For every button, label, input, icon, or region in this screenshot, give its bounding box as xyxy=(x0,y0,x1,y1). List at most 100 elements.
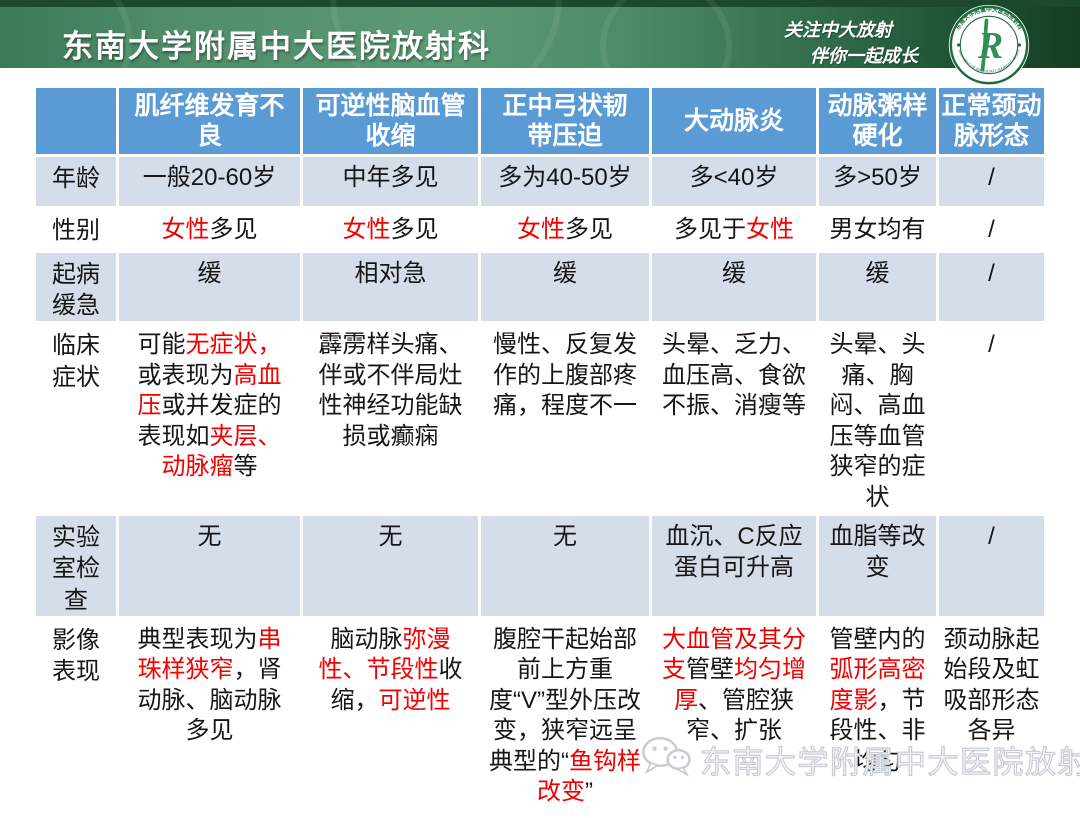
wechat-icon xyxy=(640,734,692,785)
table-row: 起病缓急 缓 相对急 缓 缓 缓 / xyxy=(36,253,1044,322)
banner-pattern xyxy=(600,0,732,68)
row-label: 影像表现 xyxy=(36,618,116,815)
table-cell: 血脂等改变 xyxy=(819,516,936,616)
comparison-table: 肌纤维发育不 良可逆性脑血管 收缩 正中弓状韧 带压迫 大动脉炎 动脉粥样 硬化 正常颈… xyxy=(33,85,1047,818)
table-cell: / xyxy=(939,324,1044,514)
cell-text: 管壁内的 xyxy=(829,625,926,653)
cell-text: 男女均有 xyxy=(829,216,926,243)
cell-text: 相对急 xyxy=(354,260,427,287)
banner-pattern xyxy=(0,0,132,68)
table-cell: 一般20-60岁 xyxy=(119,157,300,206)
highlighted-text: 女性 xyxy=(517,216,565,243)
table-cell: 管壁内的弧形高密度影，节段性、非均匀 xyxy=(819,618,936,815)
cell-text: / xyxy=(988,164,995,191)
highlighted-text: 弧形高密度影 xyxy=(829,656,926,714)
cell-text: 腹腔干起始部前上方重度“V”型外压改变，狭窄远呈典型的“ xyxy=(489,625,641,775)
row-label: 年龄 xyxy=(36,157,116,206)
column-header: 动脉粥样 硬化 xyxy=(819,88,936,154)
table-cell: 女性多见 xyxy=(303,209,478,250)
table-cell: 女性多见 xyxy=(481,209,649,250)
cell-text: 头晕、乏力、血压高、食欲不振、消瘦等 xyxy=(662,331,806,420)
cell-text: / xyxy=(988,523,995,551)
highlighted-text: 可逆性 xyxy=(378,686,451,714)
cell-text: / xyxy=(988,331,995,359)
table-cell: / xyxy=(939,209,1044,250)
table-row: 影像表现 典型表现为串珠样狭窄，肾动脉、脑动脉多见 脑动脉弥漫性、节段性收缩，可逆性… xyxy=(36,618,1044,815)
table-row: 性别 女性多见 女性多见 女性多见 多见于女性 男女均有 / xyxy=(36,209,1044,250)
cell-text: 管壁 xyxy=(686,656,734,684)
cell-text: 多见 xyxy=(565,216,613,243)
highlighted-text: 弥漫性、节段性 xyxy=(318,625,451,684)
highlighted-text: 高血压 xyxy=(137,361,282,420)
cell-text: 缓 xyxy=(865,260,890,287)
highlighted-text: 女性 xyxy=(161,216,210,243)
cell-text: 无 xyxy=(553,523,577,551)
cell-text: 多<40岁 xyxy=(689,164,779,191)
row-label: 起病缓急 xyxy=(36,253,116,322)
cell-text: 典型表现为 xyxy=(137,625,258,653)
cell-text: 多见 xyxy=(209,216,258,243)
table-cell: 头晕、乏力、血压高、食欲不振、消瘦等 xyxy=(652,324,816,514)
slogan-line1: 关注中大放射 xyxy=(784,20,892,40)
table-cell: 典型表现为串珠样狭窄，肾动脉、脑动脉多见 xyxy=(119,618,300,815)
cell-text: 无 xyxy=(378,523,403,551)
table-cell: 多>50岁 xyxy=(819,157,936,206)
highlighted-text: 夹层、动脉瘤 xyxy=(161,422,282,481)
row-label: 性别 xyxy=(36,209,116,250)
row-label: 临床症状 xyxy=(36,324,116,514)
table-row: 实验室检查 无 无 无 血沉、C反应蛋白可升高 血脂等改变 / xyxy=(36,516,1044,616)
cell-text: 或表现为 xyxy=(137,361,234,389)
cell-text: 头晕、头痛、胸闷、高血压等血管狭窄的症状 xyxy=(829,331,926,511)
cell-text: 缓 xyxy=(553,260,577,287)
column-header: 可逆性脑血管 收缩 xyxy=(303,88,478,154)
cell-text: 、管腔狭窄、扩张 xyxy=(686,686,794,745)
header-slogan: 关注中大放射 伴你一起成长 xyxy=(784,17,918,68)
watermark: 东南大学附属中大医院放射科 xyxy=(640,734,1080,785)
table-cell: / xyxy=(939,516,1044,616)
cell-text: 或并发症的表现如 xyxy=(137,392,282,450)
page-title: 东南大学附属中大医院放射科 xyxy=(62,29,491,64)
table-cell: 无 xyxy=(119,516,300,616)
table-cell: 脑动脉弥漫性、节段性收缩，可逆性 xyxy=(303,618,478,815)
cell-text: 中年多见 xyxy=(342,164,439,191)
highlighted-text: 大血管及其分支 xyxy=(662,625,806,684)
cell-text: 缓 xyxy=(197,260,222,287)
table-row: 年龄 一般20-60岁 中年多见 多为40-50岁 多<40岁 多>50岁 / xyxy=(36,157,1044,206)
table-cell: 多<40岁 xyxy=(652,157,816,206)
table-cell: 缓 xyxy=(652,253,816,322)
watermark-text: 东南大学附属中大医院放射科 xyxy=(699,744,1080,780)
table-cell: 多见于女性 xyxy=(652,209,816,250)
cell-text: ” xyxy=(585,778,593,806)
highlighted-text: 女性 xyxy=(342,216,391,243)
table-cell: 可能无症状，或表现为高血压或并发症的表现如夹层、动脉瘤等 xyxy=(119,324,300,514)
table-cell: 血沉、C反应蛋白可升高 xyxy=(652,516,816,616)
table-cell: 无 xyxy=(303,516,478,616)
table-cell: / xyxy=(939,157,1044,206)
cell-text: 多>50岁 xyxy=(833,164,922,191)
table-cell: 缓 xyxy=(819,253,936,322)
table-cell: 腹腔干起始部前上方重度“V”型外压改变，狭窄远呈典型的“鱼钩样改变” xyxy=(481,618,649,815)
highlighted-text: 串珠样狭窄 xyxy=(137,625,282,684)
table-cell: 女性多见 xyxy=(119,209,300,250)
table-cell: 无 xyxy=(481,516,649,616)
table-header-row: 肌纤维发育不 良可逆性脑血管 收缩 正中弓状韧 带压迫 大动脉炎 动脉粥样 硬化 正常颈… xyxy=(36,88,1044,154)
header-bar: 东南大学附属中大医院放射科 关注中大放射 伴你一起成长 xyxy=(0,0,1080,68)
table-row: 临床症状 可能无症状，或表现为高血压或并发症的表现如夹层、动脉瘤等 霹雳样头痛、伴或… xyxy=(36,324,1044,514)
cell-text: 等 xyxy=(233,453,258,481)
cell-text: / xyxy=(988,260,995,287)
column-header: 肌纤维发育不 良 xyxy=(119,88,300,154)
cell-text: 慢性、反复发作的上腹部疼痛，程度不一 xyxy=(493,331,637,420)
column-header: 大动脉炎 xyxy=(652,88,816,154)
cell-text: 缓 xyxy=(722,260,746,287)
table-cell: 霹雳样头痛、伴或不伴局灶性神经功能缺损或癫痫 xyxy=(303,324,478,514)
table-cell: 缓 xyxy=(119,253,300,322)
cell-text: 多为40-50岁 xyxy=(498,164,632,191)
cell-text: 一般20-60岁 xyxy=(142,164,277,191)
cell-text: 多见于 xyxy=(674,216,746,243)
table-cell: 中年多见 xyxy=(303,157,478,206)
corner-cell xyxy=(36,88,116,154)
table-cell: 相对急 xyxy=(303,253,478,322)
table-cell: 慢性、反复发作的上腹部疼痛，程度不一 xyxy=(481,324,649,514)
highlighted-text: 均匀增厚 xyxy=(674,656,806,714)
cell-text: 无 xyxy=(197,523,222,551)
